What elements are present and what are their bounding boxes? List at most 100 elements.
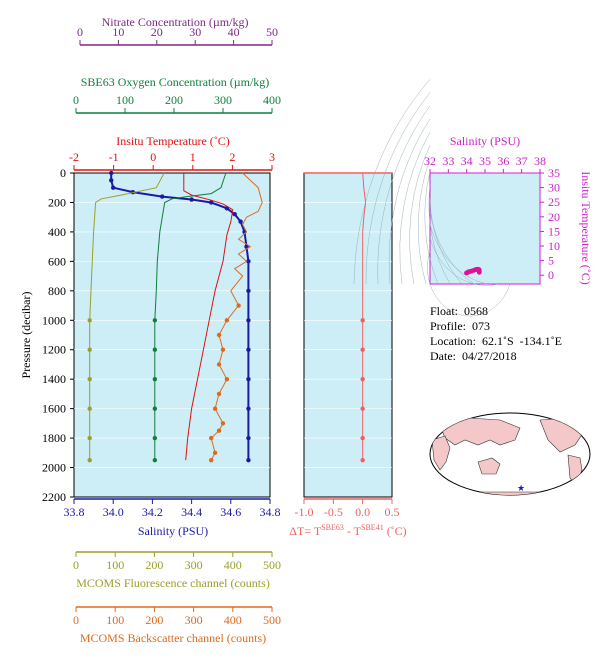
temperature-axis-label: Insitu Temperature (˚C) <box>116 134 230 148</box>
data-point-fluorescence <box>87 376 92 382</box>
pressure-axis-label: Pressure (decibar) <box>19 292 33 379</box>
float-location-marker: ★ <box>517 483 525 493</box>
backscatter-tick-label: 500 <box>263 613 281 627</box>
density-contour <box>429 211 475 285</box>
ts-salinity-tick-label: 35 <box>479 154 491 168</box>
data-point-salinity <box>238 219 243 224</box>
data-point-salinity <box>246 259 251 264</box>
oxygen-tick-label: 200 <box>165 93 183 107</box>
world-map: ★ <box>429 412 591 496</box>
ts-salinity-tick-label: 34 <box>461 154 473 168</box>
density-contour <box>429 237 499 286</box>
oxygen-axis-label: SBE63 Oxygen Concentration (µm/kg) <box>81 75 270 89</box>
fluorescence-tick-label: 100 <box>106 558 124 572</box>
pressure-tick-label: 1000 <box>42 313 66 327</box>
data-point-salinity <box>246 435 251 441</box>
nitrate-tick-label: 0 <box>77 25 83 39</box>
fluorescence-tick-label: 500 <box>263 558 281 572</box>
ts-point <box>469 268 475 274</box>
ts-temp-tick-label: 15 <box>548 224 560 238</box>
density-contour <box>429 224 487 285</box>
density-contour <box>428 184 451 285</box>
profile-date: Date: 04/27/2018 <box>430 349 517 363</box>
fluorescence-tick-label: 0 <box>73 558 79 572</box>
main-plot-series <box>87 170 263 463</box>
float-location: Location: 62.1˚S -134.1˚E <box>430 334 562 348</box>
data-point-deltat <box>360 406 365 411</box>
data-point-backscatter <box>224 318 230 323</box>
ts-point <box>466 269 471 275</box>
pressure-tick-label: 1800 <box>42 431 66 445</box>
data-point-salinity <box>246 457 251 463</box>
pressure-tick-label: 2200 <box>42 490 66 504</box>
float-info: Float: 0568 Profile: 073 Location: 62.1˚… <box>430 304 562 364</box>
data-point-fluorescence <box>87 457 92 463</box>
temperature-tick-label: 1 <box>190 150 196 164</box>
nitrate-tick-label: 10 <box>112 25 124 39</box>
data-point-backscatter <box>212 406 218 411</box>
data-point-salinity <box>246 347 251 352</box>
pressure-tick-label: 200 <box>48 195 66 209</box>
main-plot-area <box>73 172 271 498</box>
salinity-tick-label: 33.8 <box>64 505 85 519</box>
density-contour <box>427 250 511 317</box>
ts-temp-tick-label: 25 <box>548 195 560 209</box>
ts-density-contours <box>353 79 511 317</box>
temperature-tick-label: 3 <box>269 150 275 164</box>
salinity-tick-label: 34.6 <box>220 505 241 519</box>
main-plot-grid <box>74 202 270 468</box>
data-point-backscatter <box>236 303 241 308</box>
fluorescence-tick-label: 200 <box>145 558 163 572</box>
density-contour <box>377 105 431 285</box>
data-point-salinity <box>109 178 114 183</box>
temperature-tick-label: -2 <box>69 150 79 164</box>
data-point-salinity <box>246 376 251 382</box>
pressure-tick-label: 400 <box>48 225 66 239</box>
temperature-tick-label: -1 <box>109 150 119 164</box>
map-continent-australia <box>477 457 501 475</box>
data-point-backscatter <box>216 391 222 397</box>
data-point-salinity <box>232 212 237 217</box>
backscatter-tick-label: 400 <box>224 613 242 627</box>
nitrate-tick-label: 20 <box>151 25 163 39</box>
ts-temp-tick-label: 30 <box>548 181 560 195</box>
fluorescence-axis: 0 100 200 300 400 500 <box>73 551 281 572</box>
ts-point <box>476 269 482 275</box>
ts-salinity-tick-label: 38 <box>534 154 546 168</box>
density-contour <box>418 158 431 285</box>
series-line-oxygen <box>154 172 227 461</box>
ts-temp-tick-label: 10 <box>548 239 560 253</box>
density-contour <box>365 92 431 285</box>
ts-plot-area <box>429 172 541 285</box>
pressure-tick-label: 600 <box>48 254 66 268</box>
ts-temp-tick-label: 35 <box>548 166 560 180</box>
data-point-oxygen <box>152 457 158 463</box>
density-contour <box>353 79 431 285</box>
data-point-salinity <box>244 244 249 249</box>
delta-t-series <box>360 172 367 463</box>
delta-t-tick-label: 0.5 <box>385 505 400 519</box>
backscatter-tick-label: 0 <box>73 613 79 627</box>
ts-temp-tick-label: 0 <box>548 268 554 282</box>
ts-temp-tick-label: 20 <box>548 210 560 224</box>
ts-salinity-label: Salinity (PSU) <box>450 134 520 148</box>
data-point-backscatter <box>216 362 222 367</box>
data-point-deltat <box>360 318 365 323</box>
data-point-backscatter <box>209 457 214 463</box>
fluorescence-axis-label: MCOMS Fluorescence channel (counts) <box>76 576 270 590</box>
data-point-oxygen <box>152 347 158 352</box>
pressure-tick-label: 1400 <box>42 372 66 386</box>
data-point-salinity <box>189 197 194 202</box>
data-point-deltat <box>360 457 365 463</box>
data-point-salinity <box>246 318 251 323</box>
pressure-tick-label: 2000 <box>42 461 66 475</box>
delta-t-tick-label: -0.5 <box>324 505 343 519</box>
salinity-tick-label: 34.4 <box>181 505 202 519</box>
nitrate-tick-label: 40 <box>228 25 240 39</box>
temperature-tick-label: 2 <box>229 150 235 164</box>
oxygen-tick-label: 400 <box>263 93 281 107</box>
delta-t-axis-label: ΔT= TSBE63 - TSBE41 (˚C) <box>289 523 406 538</box>
data-point-salinity <box>160 194 165 199</box>
data-point-fluorescence <box>87 347 92 352</box>
data-point-fluorescence <box>87 406 92 411</box>
